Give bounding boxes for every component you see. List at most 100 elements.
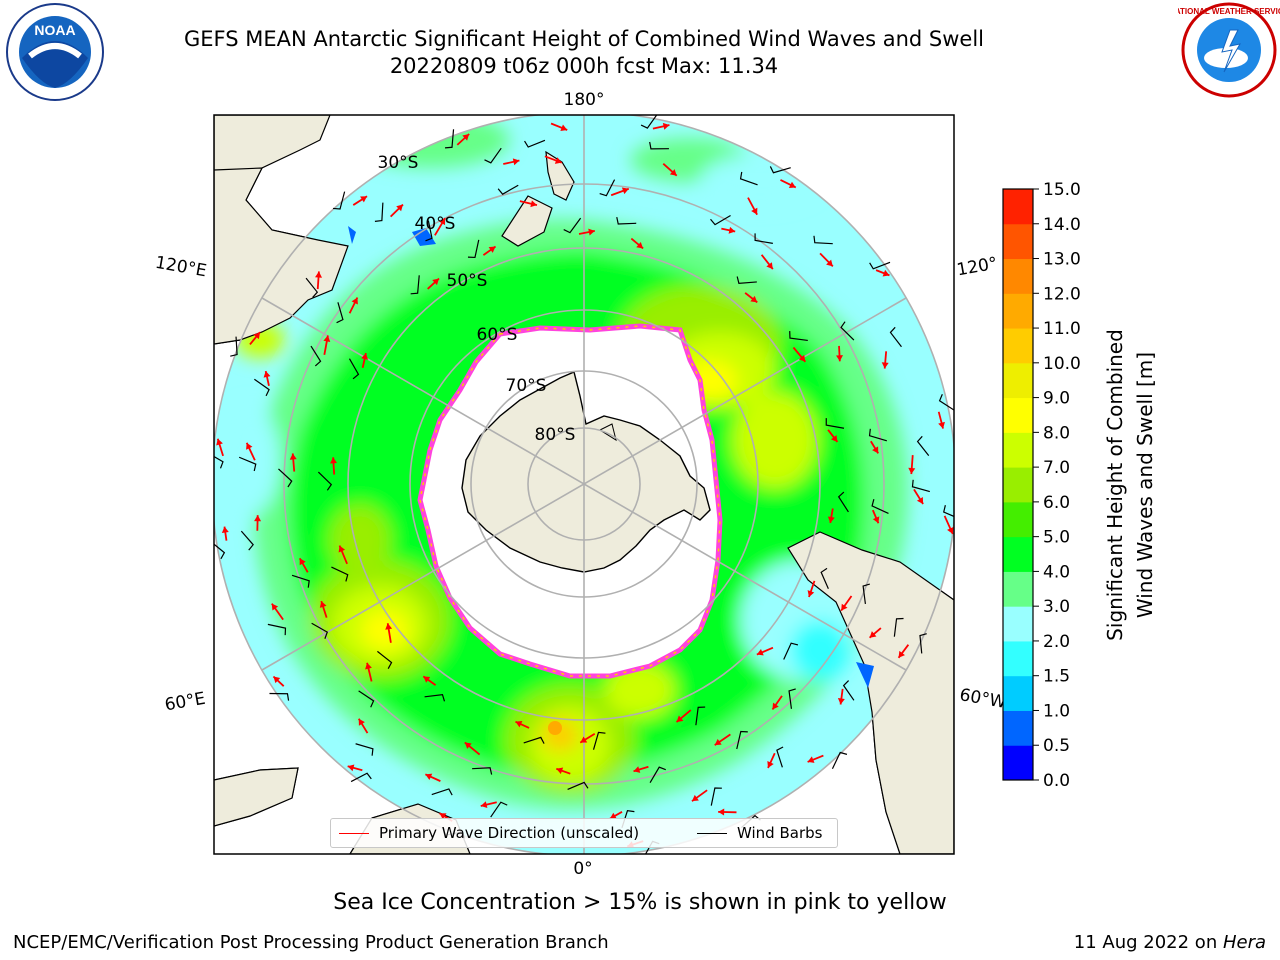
wave-arrowhead <box>273 676 281 684</box>
wave-arrowhead <box>669 169 677 176</box>
wind-barb <box>444 129 455 149</box>
wind-barb <box>523 736 545 744</box>
wind-barb <box>599 179 616 197</box>
wave-arrowhead <box>338 545 346 553</box>
wind-barb <box>783 642 799 660</box>
lon-label-0: 0° <box>573 859 592 879</box>
wave-arrowhead <box>315 271 323 278</box>
wind-barb <box>278 468 293 488</box>
wind-barb <box>889 326 902 348</box>
wind-barb <box>214 543 226 560</box>
wind-barb <box>310 345 322 367</box>
wind-barb <box>240 530 254 551</box>
wind-barb <box>640 115 658 129</box>
wind-barb <box>649 141 669 150</box>
wind-barb <box>350 772 372 783</box>
lat-label-80s: 80°S <box>535 425 576 445</box>
footnote: Sea Ice Concentration > 15% is shown in … <box>333 890 947 915</box>
wave-arrowhead <box>766 262 773 270</box>
colorbar-tick-label: 13.0 <box>1043 250 1081 270</box>
legend-wave-line <box>339 833 369 834</box>
wave-arrowhead <box>361 353 369 360</box>
wind-barb <box>254 378 270 397</box>
wind-barb <box>291 574 310 588</box>
chart-title: GEFS MEAN Antarctic Significant Height o… <box>183 27 985 51</box>
wind-barb <box>831 751 848 769</box>
wind-barb <box>374 202 384 222</box>
wind-barb <box>789 331 808 342</box>
colorbar-segment <box>1003 745 1033 781</box>
wave-arrowhead <box>462 134 470 141</box>
wave-arrowhead <box>254 515 262 522</box>
wave-arrowhead <box>385 623 393 630</box>
wind-barb <box>776 746 784 768</box>
graticule <box>214 115 954 854</box>
wave-arrowhead <box>807 590 815 597</box>
wind-barb <box>695 706 706 726</box>
wind-barb <box>472 767 493 775</box>
wind-barb <box>869 261 891 270</box>
wind-barb <box>825 418 845 429</box>
wave-arrowhead <box>938 421 945 429</box>
wind-barb <box>214 455 224 469</box>
wind-barb <box>911 479 930 493</box>
colorbar-tick-label: 8.0 <box>1043 423 1070 443</box>
wind-barb <box>739 171 758 186</box>
wind-barb <box>649 766 666 783</box>
wave-arrowhead <box>323 335 331 342</box>
wind-barb <box>531 108 551 114</box>
wave-arrowhead <box>841 603 848 611</box>
wind-barb <box>840 321 855 341</box>
wind-barb <box>484 147 502 164</box>
wave-arrowhead <box>253 332 260 340</box>
wave-arrowhead <box>830 435 838 442</box>
wind-barb <box>425 220 433 242</box>
wave-arrowhead <box>662 122 670 130</box>
lat-label-40s: 40°S <box>415 214 456 234</box>
wave-arrowhead <box>365 662 372 670</box>
colorbar-segment <box>1003 293 1033 329</box>
wave-arrowhead <box>621 187 629 195</box>
wave-arrowhead <box>464 742 472 749</box>
wave-arrowhead <box>560 124 568 132</box>
wave-arrowhead <box>319 601 327 608</box>
wave-arrowhead <box>869 631 877 638</box>
wave-arrowhead <box>798 354 806 362</box>
wave-arrowhead <box>750 295 758 303</box>
lon-label-120e: 120°E <box>154 253 208 282</box>
colorbar-label-line1: Significant Height of Combined <box>1103 329 1127 641</box>
wind-barb <box>616 217 637 225</box>
wave-arrowhead <box>351 297 358 305</box>
legend-item-wave: Primary Wave Direction (unscaled) <box>339 824 639 842</box>
wind-barb <box>269 692 290 701</box>
colorbar-segment <box>1003 362 1033 399</box>
wave-arrowhead <box>216 438 223 446</box>
wind-barb <box>333 191 346 210</box>
credit-date: 11 Aug 2022 on <box>1073 932 1223 953</box>
wave-arrowhead <box>827 516 835 523</box>
wind-barb <box>490 801 508 818</box>
wind-barb <box>710 214 731 226</box>
noaa-logo: NOAA <box>6 3 104 101</box>
wind-barb <box>862 583 870 605</box>
colorbar-segment <box>1003 710 1033 746</box>
colorbar-tick-label: 15.0 <box>1043 180 1081 200</box>
colorbar-tick-label: 10.0 <box>1043 354 1081 374</box>
wave-arrowhead <box>360 196 368 203</box>
wind-barb <box>871 499 889 514</box>
wave-arrowhead <box>425 773 433 780</box>
wind-barb <box>567 781 589 791</box>
colorbar-tick-label: 1.0 <box>1043 701 1070 721</box>
wind-barb <box>317 471 333 491</box>
wave-arrowhead <box>636 241 644 249</box>
wind-barb <box>563 217 582 234</box>
wind-barb <box>431 788 453 796</box>
lat-label-60s: 60°S <box>477 325 518 345</box>
colorbar-segment <box>1003 397 1033 433</box>
lat-label-50s: 50°S <box>447 271 488 291</box>
wave-arrowhead <box>836 355 844 362</box>
colorbar-tick-label: 14.0 <box>1043 215 1081 235</box>
wind-barb <box>813 235 833 245</box>
wind-barb <box>524 139 546 148</box>
colorbar-label-line2: Wind Waves and Swell [m] <box>1133 351 1157 619</box>
